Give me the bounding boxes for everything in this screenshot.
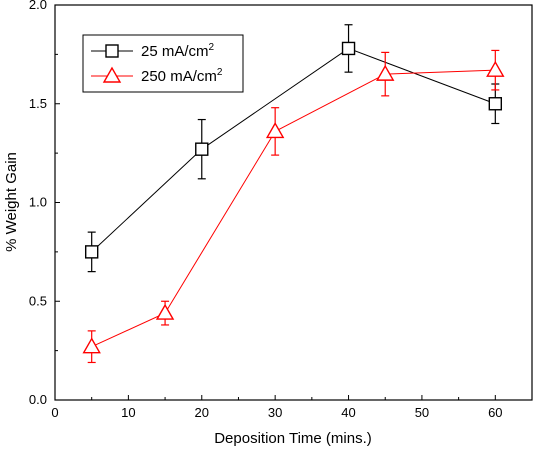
legend-marker: [102, 66, 122, 83]
x-tick-label: 20: [195, 405, 209, 420]
x-tick-label: 40: [341, 405, 355, 420]
x-tick-label: 50: [415, 405, 429, 420]
series-layer: [82, 24, 505, 364]
x-axis-title: Deposition Time (mins.): [214, 430, 372, 447]
legend-marker: [105, 44, 119, 58]
legend-label: 250 mA/cm2: [141, 67, 223, 85]
series-1: [84, 24, 503, 273]
legend-label-text: 25 mA/cm: [141, 43, 209, 60]
series-line: [91, 47, 496, 253]
data-point: [265, 121, 285, 139]
x-axis: 0 10 20 30 40 50 60: [51, 395, 503, 420]
y-tick-label: 1.5: [29, 96, 47, 111]
y-tick-label: 0.0: [29, 392, 47, 407]
legend-label-superscript: 2: [217, 67, 223, 78]
y-axis: 0.0 0.5 1.0 1.5 2.0: [29, 0, 60, 407]
y-tick-label: 1.0: [29, 195, 47, 210]
legend-label: 25 mA/cm2: [141, 42, 215, 60]
data-point: [195, 142, 209, 156]
x-tick-label: 0: [51, 405, 58, 420]
data-point: [155, 303, 175, 320]
series-2: [82, 49, 505, 364]
data-point: [486, 60, 505, 77]
data-point: [376, 64, 395, 81]
data-point: [488, 97, 503, 111]
y-tick-label: 2.0: [29, 0, 47, 12]
series-line: [91, 69, 496, 348]
x-tick-label: 60: [488, 405, 502, 420]
data-point: [84, 245, 99, 259]
x-tick-label: 10: [121, 405, 135, 420]
x-tick-label: 30: [268, 405, 282, 420]
data-point: [341, 41, 356, 56]
legend-label-superscript: 2: [209, 42, 215, 53]
legend-label-text: 250 mA/cm: [141, 68, 217, 85]
y-tick-label: 0.5: [29, 293, 47, 308]
y-axis-title: % Weight Gain: [3, 152, 20, 252]
data-point: [82, 337, 101, 354]
